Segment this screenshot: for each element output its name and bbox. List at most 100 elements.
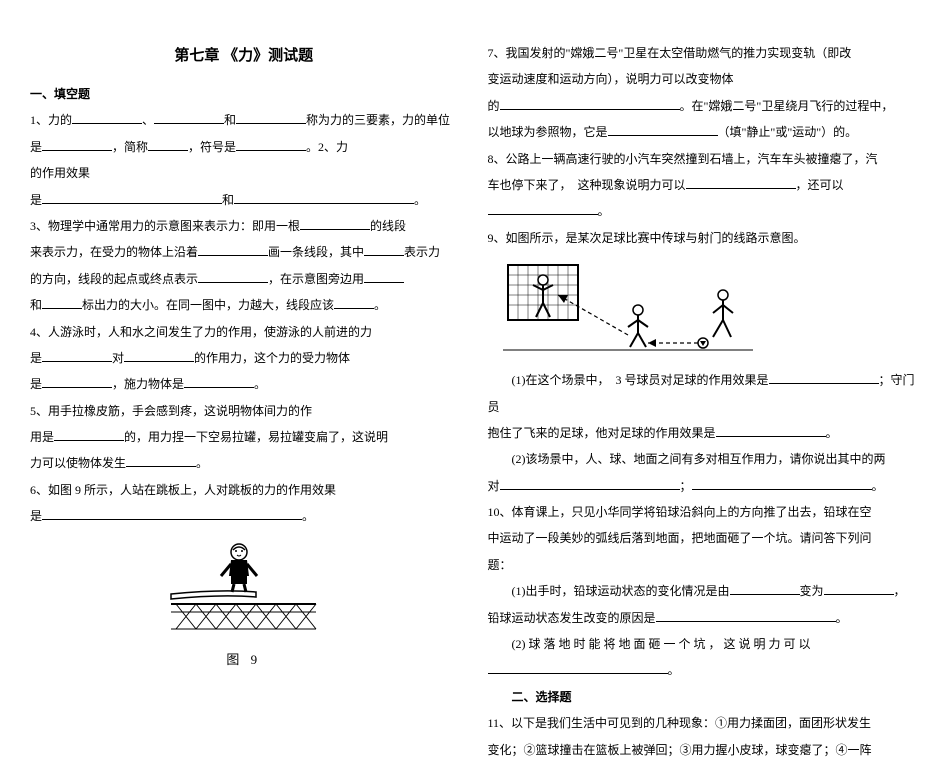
right-column: 7、我国发射的"嫦娥二号"卫星在太空借助燃气的推力实现变轨（即改 变运动速度和运… [488,40,916,763]
q9-line5: 对；。 [488,473,916,499]
q4-line2: 是对的作用力，这个力的受力物体 [30,345,458,371]
q10-text-e: 变为 [800,584,824,598]
q6-text-a: 6、如图 9 所示，人站在跳板上，人对跳板的力的作用效果 [30,483,336,497]
q7-line4: 以地球为参照物，它是 （填"静止"或"运动"）的。 [488,119,916,145]
q3-text-g: ，在示意图旁边用 [268,272,364,286]
figure-9-caption: 图 9 [30,646,458,675]
q1-line1: 1、力的、和称为力的三要素，力的单位 [30,107,458,133]
q4-text-d: 的作用力，这个力的受力物体 [194,351,350,365]
q5-line3: 力可以使物体发生。 [30,450,458,476]
q10-line1: 10、体育课上，只见小华同学将铅球沿斜向上的方向推了出去，铅球在空 [488,499,916,525]
q10-line4: (1)出手时，铅球运动状态的变化情况是由变为， [488,578,916,604]
q4-text-g: 。 [254,377,266,391]
q7-text-e: 以地球为参照物，它是 [488,125,608,139]
q3-text-h: 和 [30,298,42,312]
blank [334,296,374,309]
q11-line1: 11、以下是我们生活中可见到的几种现象：①用力揉面团，面团形状发生 [488,710,916,736]
q6-text-c: 。 [302,509,314,523]
q3-text-e: 表示力 [404,245,440,259]
q8-line1: 8、公路上一辆高速行驶的小汽车突然撞到石墙上，汽车车头被撞瘪了，汽 [488,146,916,172]
q5-text-e: 。 [196,456,208,470]
q7-line2: 变运动速度和运动方向），说明力可以改变物体 [488,66,916,92]
q10-line2: 中运动了一段美妙的弧线后落到地面，把地面砸了一个坑。请问答下列问 [488,525,916,551]
q9-line1: 9、如图所示，是某次足球比赛中传球与射门的线路示意图。 [488,225,916,251]
q10-text-b: 中运动了一段美妙的弧线后落到地面，把地面砸了一个坑。请问答下列问 [488,531,872,545]
q4-text-f: ，施力物体是 [112,377,184,391]
q3-text-a: 3、物理学中通常用力的示意图来表示力：即用一根 [30,219,300,233]
blank [124,349,194,362]
q9-text-g: 对 [488,479,500,493]
blank [488,202,598,215]
blank [126,454,196,467]
q1-text-f: ，简称 [112,140,148,154]
q9-text-f: (2)该场景中，人、球、地面之间有多对相互作用力，请你说出其中的两 [512,452,886,466]
blank [656,609,836,622]
blank [42,507,302,520]
blank [608,123,718,136]
q1-text-g: ，符号是 [188,140,236,154]
q11-line2: 变化；②篮球撞击在篮板上被弹回；③用力握小皮球，球变瘪了；④一阵 [488,737,916,763]
blank [236,111,306,124]
q1-text-d: 称为力的三要素，力的单位 [306,113,450,127]
q3-text-b: 的线段 [370,219,406,233]
q5-text-b: 用是 [30,430,54,444]
q7-text-f: （填"静止"或"运动"）的。 [718,125,858,139]
q7-line3: 的。在"嫦娥二号"卫星绕月飞行的过程中， [488,93,916,119]
blank [198,270,268,283]
section-2-head: 二、选择题 [488,684,916,710]
q3-line1: 3、物理学中通常用力的示意图来表示力：即用一根 的线段 [30,213,458,239]
q9-text-d: 抱住了飞来的足球，他对足球的作用效果是 [488,426,716,440]
q3-line2: 来表示力，在受力的物体上沿着画一条线段，其中表示力 [30,239,458,265]
blank [234,191,414,204]
figure-9-diving-board [161,534,326,644]
q4-text-e: 是 [30,377,42,391]
blank [716,424,826,437]
q4-text-a: 4、人游泳时，人和水之间发生了力的作用，使游泳的人前进的力 [30,325,372,339]
blank [364,243,404,256]
q10-text-i: (2) 球 落 地 时 能 将 地 面 砸 一 个 坑 ， 这 说 明 力 可 … [512,637,811,651]
q6-text-b: 是 [30,509,42,523]
blank [42,375,112,388]
blank [300,217,370,230]
blank [42,138,112,151]
q11-text-b: 变化；②篮球撞击在篮板上被弹回；③用力握小皮球，球变瘪了；④一阵 [488,743,872,757]
blank [154,111,224,124]
section-1-head: 一、填空题 [30,81,458,107]
q1-text-b: 、 [142,113,154,127]
blank [769,371,879,384]
q5-line1: 5、用手拉橡皮筋，手会感到疼，这说明物体间力的作 [30,398,458,424]
q3-line3: 的方向，线段的起点或终点表示，在示意图旁边用 [30,266,458,292]
q10-text-j: 。 [668,663,680,677]
blank [198,243,268,256]
blank [364,270,404,283]
blank [686,176,796,189]
q7-text-d: 。在"嫦娥二号"卫星绕月飞行的过程中， [680,99,894,113]
q2-text-d: 。 [414,193,426,207]
q9-line2: (1)在这个场景中， 3 号球员对足球的作用效果是；守门员 [488,367,916,420]
q2-text-b: 是 [30,193,42,207]
blank [54,428,124,441]
q1-text-e: 是 [30,140,42,154]
q3-text-c: 来表示力，在受力的物体上沿着 [30,245,198,259]
q4-line1: 4、人游泳时，人和水之间发生了力的作用，使游泳的人前进的力 [30,319,458,345]
q8-text-a: 8、公路上一辆高速行驶的小汽车突然撞到石墙上，汽车车头被撞瘪了，汽 [488,152,878,166]
q7-text-b: 变运动速度和运动方向），说明力可以改变物体 [488,72,734,86]
blank [236,138,306,151]
q1-text-h: 。2、力 [306,140,348,154]
q2-line1: 的作用效果 [30,160,458,186]
q10-text-c: 题： [488,558,512,572]
blank [42,296,82,309]
blank [72,111,142,124]
q8-text-b: 车也停下来了， 这种现象说明力可以 [488,178,686,192]
blank [500,477,680,490]
q4-text-b: 是 [30,351,42,365]
q10-text-f: ， [894,584,906,598]
q3-line4: 和标出力的大小。在同一图中，力越大，线段应该。 [30,292,458,318]
q10-text-h: 。 [836,611,848,625]
q10-line5: 铅球运动状态发生改变的原因是。 [488,605,916,631]
blank [692,477,872,490]
left-column: 第七章 《力》测试题 一、填空题 1、力的、和称为力的三要素，力的单位 是，简称… [30,40,458,763]
blank [500,97,680,110]
q9-line4: (2)该场景中，人、球、地面之间有多对相互作用力，请你说出其中的两 [488,446,916,472]
q7-line1: 7、我国发射的"嫦娥二号"卫星在太空借助燃气的推力实现变轨（即改 [488,40,916,66]
